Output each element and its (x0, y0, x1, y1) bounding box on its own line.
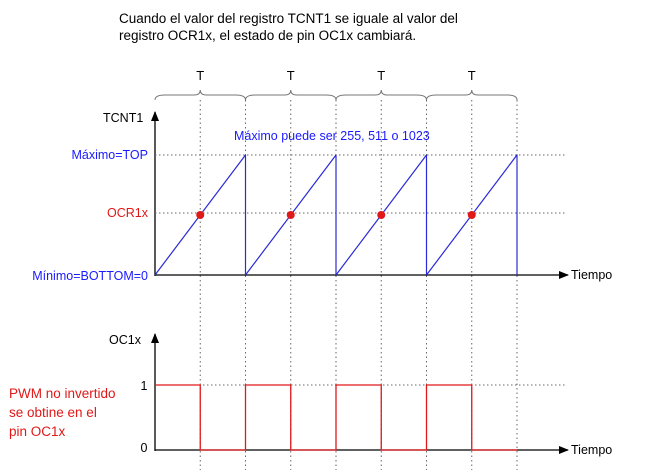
period-brace (245, 89, 337, 101)
compare-match-points (196, 211, 476, 219)
period-label: T (196, 68, 204, 83)
caption-line-2: registro OCR1x, el estado de pin OC1x ca… (119, 28, 417, 43)
pwm-note: PWM no invertido se obtine en el pin OC1… (9, 384, 149, 441)
counter-chart: TCNT1 Tiempo Máximo=TOP OCR1x Mínimo=BOT… (32, 111, 612, 283)
period-brace (426, 89, 518, 101)
counter-sawtooth-wave (154, 154, 518, 276)
output-chart: OC1x Tiempo 1 0 (109, 333, 612, 457)
compare-match-dot (196, 211, 205, 219)
counter-x-axis-label: Tiempo (571, 268, 612, 282)
compare-match-dot (467, 211, 476, 219)
pwm-note-line-2: se obtine en el (9, 405, 97, 420)
max-level-label: Máximo=TOP (71, 148, 148, 162)
vertical-guides (199, 100, 518, 470)
compare-match-dot (377, 211, 386, 219)
pwm-note-line-3: pin OC1x (9, 424, 66, 439)
pwm-output-wave (155, 384, 517, 451)
period-brace (335, 89, 427, 101)
compare-match-dot (286, 211, 295, 219)
caption: Cuando el valor del registro TCNT1 se ig… (119, 10, 589, 44)
pwm-note-line-1: PWM no invertido (9, 386, 116, 401)
output-x-axis-label: Tiempo (571, 443, 612, 457)
low-level-label: 0 (141, 441, 148, 455)
high-level-label: 1 (141, 379, 148, 393)
output-axis-label: OC1x (109, 333, 142, 347)
period-label: T (377, 68, 385, 83)
counter-axis-label: TCNT1 (103, 111, 143, 125)
max-value-annotation: Máximo puede ser 255, 511 o 1023 (234, 129, 430, 143)
caption-line-1: Cuando el valor del registro TCNT1 se ig… (119, 11, 458, 26)
period-label: T (468, 68, 476, 83)
compare-level-label: OCR1x (107, 206, 149, 220)
period-label: T (287, 68, 295, 83)
min-level-label: Mínimo=BOTTOM=0 (32, 269, 148, 283)
period-brace (154, 89, 246, 101)
